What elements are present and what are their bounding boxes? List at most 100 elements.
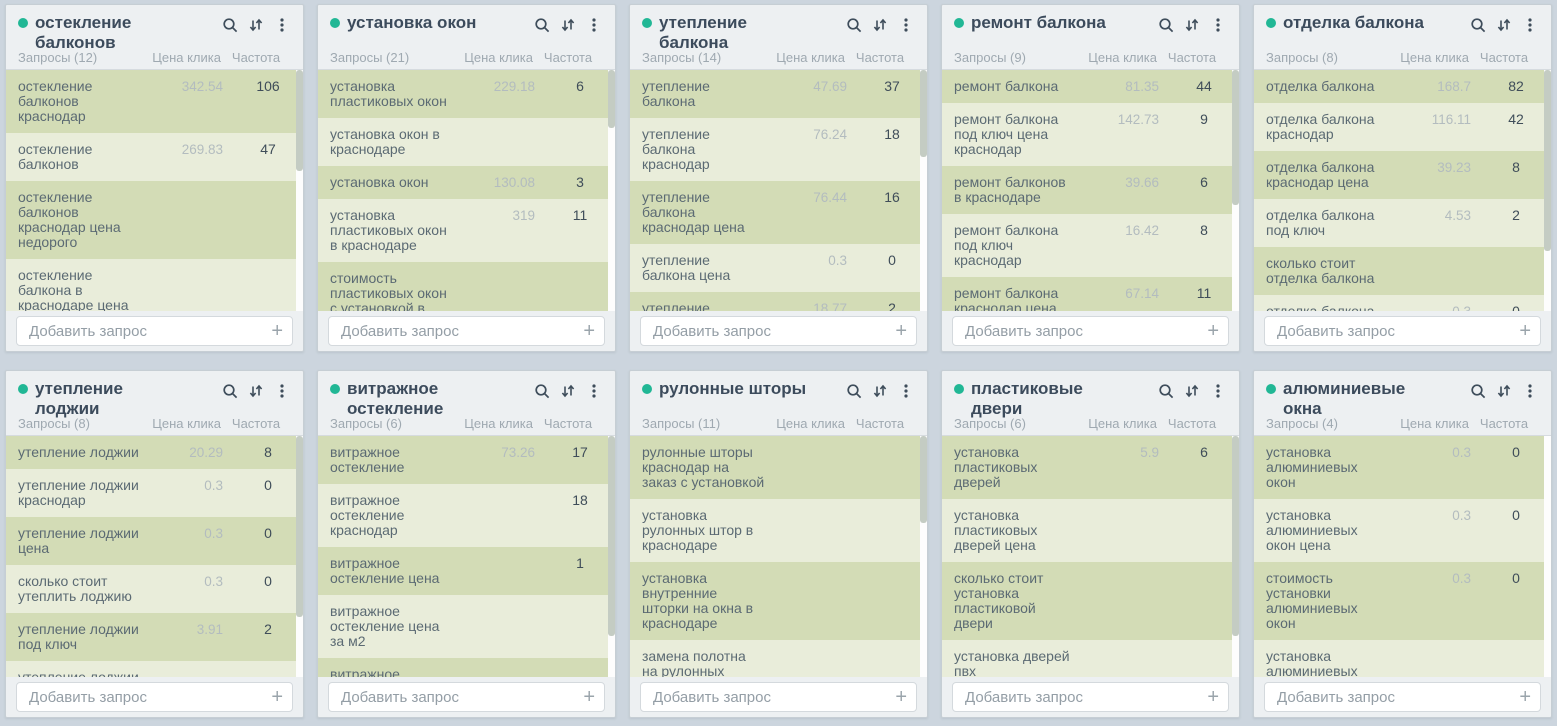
query-row[interactable]: витражное остекление краснодар 18 bbox=[318, 484, 615, 547]
query-row[interactable]: утепление лоджии bbox=[6, 661, 303, 677]
query-row[interactable]: отделка балкона 168.7 82 bbox=[1254, 70, 1551, 103]
kebab-menu-icon[interactable] bbox=[581, 380, 607, 402]
list-scrollbar-thumb[interactable] bbox=[608, 436, 615, 637]
query-row[interactable]: утепление балкона краснодар цена под клю… bbox=[630, 292, 927, 311]
kebab-menu-icon[interactable] bbox=[269, 14, 295, 36]
query-row[interactable]: утепление балкона 47.69 37 bbox=[630, 70, 927, 118]
query-row[interactable]: ремонт балкона 81.35 44 bbox=[942, 70, 1239, 103]
search-icon[interactable] bbox=[217, 380, 243, 402]
query-row[interactable]: остекление балконов 269.83 47 bbox=[6, 133, 303, 181]
list-scrollbar-thumb[interactable] bbox=[1544, 70, 1551, 251]
query-row[interactable]: установка пластиковых окон в краснодаре … bbox=[318, 199, 615, 262]
list-scrollbar-thumb[interactable] bbox=[920, 436, 927, 523]
plus-icon[interactable]: + bbox=[1207, 319, 1219, 342]
sort-icon[interactable] bbox=[867, 380, 893, 402]
list-scrollbar-track[interactable] bbox=[1544, 70, 1551, 311]
plus-icon[interactable]: + bbox=[1207, 685, 1219, 708]
query-row[interactable]: утепление балкона краснодар цена 76.44 1… bbox=[630, 181, 927, 244]
query-row[interactable]: ремонт балкона краснодар цена 67.14 11 bbox=[942, 277, 1239, 311]
list-scrollbar-thumb[interactable] bbox=[296, 436, 303, 617]
search-icon[interactable] bbox=[1153, 380, 1179, 402]
query-row[interactable]: установка алюминиевых окон 0.3 0 bbox=[1254, 436, 1551, 499]
query-row[interactable]: остекление балкона в краснодаре цена bbox=[6, 259, 303, 311]
query-row[interactable]: утепление балкона краснодар 76.24 18 bbox=[630, 118, 927, 181]
query-row[interactable]: отделка балкона краснодар цена 39.23 8 bbox=[1254, 151, 1551, 199]
query-row[interactable]: установка пластиковых окон 229.18 6 bbox=[318, 70, 615, 118]
plus-icon[interactable]: + bbox=[1519, 319, 1531, 342]
query-row[interactable]: утепление балкона цена 0.3 0 bbox=[630, 244, 927, 292]
query-row[interactable]: витражное остекление цена 1 bbox=[318, 547, 615, 595]
sort-icon[interactable] bbox=[555, 380, 581, 402]
list-scrollbar-thumb[interactable] bbox=[296, 70, 303, 172]
query-row[interactable]: установка дверей пвх bbox=[942, 640, 1239, 677]
add-query-input[interactable] bbox=[1265, 683, 1540, 711]
query-row[interactable]: установка окон в краснодаре bbox=[318, 118, 615, 166]
query-row[interactable]: витражное остекление цена за м2 bbox=[318, 595, 615, 658]
list-scrollbar-track[interactable] bbox=[608, 436, 615, 677]
query-row[interactable]: отделка балкона под ключ 4.53 2 bbox=[1254, 199, 1551, 247]
list-scrollbar-track[interactable] bbox=[296, 70, 303, 311]
query-row[interactable]: замена полотна на рулонных шторах красно… bbox=[630, 640, 927, 677]
add-query-input[interactable] bbox=[641, 317, 916, 345]
list-scrollbar-track[interactable] bbox=[1232, 70, 1239, 311]
query-row[interactable]: остекление балконов краснодар цена недор… bbox=[6, 181, 303, 259]
query-row[interactable]: стоимость пластиковых окон с установкой … bbox=[318, 262, 615, 311]
query-row[interactable]: ремонт балконов в краснодаре 39.66 6 bbox=[942, 166, 1239, 214]
kebab-menu-icon[interactable] bbox=[1517, 14, 1543, 36]
query-row[interactable]: витражное остекление 73.26 17 bbox=[318, 436, 615, 484]
sort-icon[interactable] bbox=[555, 14, 581, 36]
plus-icon[interactable]: + bbox=[895, 319, 907, 342]
list-scrollbar-thumb[interactable] bbox=[1232, 436, 1239, 637]
kebab-menu-icon[interactable] bbox=[1517, 380, 1543, 402]
plus-icon[interactable]: + bbox=[271, 685, 283, 708]
add-query-input[interactable] bbox=[1265, 317, 1540, 345]
query-row[interactable]: утепление лоджии под ключ 3.91 2 bbox=[6, 613, 303, 661]
plus-icon[interactable]: + bbox=[1519, 685, 1531, 708]
search-icon[interactable] bbox=[529, 380, 555, 402]
list-scrollbar-track[interactable] bbox=[1544, 436, 1551, 677]
search-icon[interactable] bbox=[1153, 14, 1179, 36]
add-query-input[interactable] bbox=[641, 683, 916, 711]
plus-icon[interactable]: + bbox=[895, 685, 907, 708]
query-row[interactable]: отделка балкона 0.3 0 bbox=[1254, 295, 1551, 311]
query-row[interactable]: остекление балконов краснодар 342.54 106 bbox=[6, 70, 303, 133]
query-row[interactable]: ремонт балкона под ключ цена краснодар 1… bbox=[942, 103, 1239, 166]
kebab-menu-icon[interactable] bbox=[893, 14, 919, 36]
query-row[interactable]: установка пластиковых дверей 5.9 6 bbox=[942, 436, 1239, 499]
add-query-input[interactable] bbox=[953, 317, 1228, 345]
search-icon[interactable] bbox=[1465, 14, 1491, 36]
list-scrollbar-track[interactable] bbox=[920, 436, 927, 677]
query-row[interactable]: установка пластиковых дверей цена bbox=[942, 499, 1239, 562]
search-icon[interactable] bbox=[217, 14, 243, 36]
query-row[interactable]: утепление лоджии 20.29 8 bbox=[6, 436, 303, 469]
query-row[interactable]: утепление лоджии краснодар 0.3 0 bbox=[6, 469, 303, 517]
plus-icon[interactable]: + bbox=[583, 319, 595, 342]
query-row[interactable]: установка алюминиевых окон цена 0.3 0 bbox=[1254, 499, 1551, 562]
kebab-menu-icon[interactable] bbox=[893, 380, 919, 402]
sort-icon[interactable] bbox=[243, 14, 269, 36]
kebab-menu-icon[interactable] bbox=[1205, 14, 1231, 36]
query-row[interactable]: стоимость установки алюминиевых окон 0.3… bbox=[1254, 562, 1551, 640]
search-icon[interactable] bbox=[841, 380, 867, 402]
add-query-input[interactable] bbox=[329, 317, 604, 345]
add-query-input[interactable] bbox=[953, 683, 1228, 711]
list-scrollbar-track[interactable] bbox=[608, 70, 615, 311]
add-query-input[interactable] bbox=[17, 317, 292, 345]
search-icon[interactable] bbox=[1465, 380, 1491, 402]
list-scrollbar-track[interactable] bbox=[1232, 436, 1239, 677]
kebab-menu-icon[interactable] bbox=[1205, 380, 1231, 402]
list-scrollbar-thumb[interactable] bbox=[1232, 70, 1239, 205]
list-scrollbar-track[interactable] bbox=[920, 70, 927, 311]
sort-icon[interactable] bbox=[1491, 14, 1517, 36]
search-icon[interactable] bbox=[529, 14, 555, 36]
query-row[interactable]: отделка балкона краснодар 116.11 42 bbox=[1254, 103, 1551, 151]
kebab-menu-icon[interactable] bbox=[581, 14, 607, 36]
list-scrollbar-thumb[interactable] bbox=[608, 70, 615, 128]
kebab-menu-icon[interactable] bbox=[269, 380, 295, 402]
search-icon[interactable] bbox=[841, 14, 867, 36]
sort-icon[interactable] bbox=[1491, 380, 1517, 402]
sort-icon[interactable] bbox=[1179, 14, 1205, 36]
query-row[interactable]: утепление лоджии цена 0.3 0 bbox=[6, 517, 303, 565]
query-row[interactable]: сколько стоит установка пластиковой двер… bbox=[942, 562, 1239, 640]
query-row[interactable]: сколько стоит отделка балкона bbox=[1254, 247, 1551, 295]
